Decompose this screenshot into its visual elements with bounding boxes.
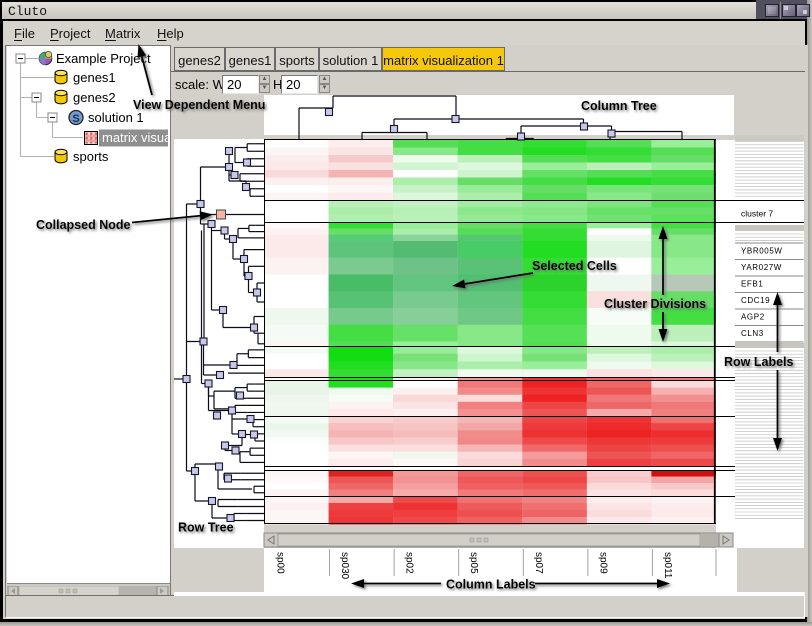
svg-text:AGP2: AGP2 bbox=[741, 313, 765, 322]
svg-text:CLN3: CLN3 bbox=[741, 329, 764, 338]
svg-text:Selected Cells: Selected Cells bbox=[532, 259, 617, 273]
svg-text:sp09: sp09 bbox=[597, 552, 608, 574]
svg-text:Example Project: Example Project bbox=[56, 51, 151, 66]
svg-text:sp011: sp011 bbox=[662, 552, 673, 579]
svg-text:sp00: sp00 bbox=[275, 552, 286, 574]
svg-text:sp02: sp02 bbox=[404, 552, 415, 574]
svg-text:View Dependent Menu: View Dependent Menu bbox=[133, 98, 265, 112]
svg-text:sp030: sp030 bbox=[339, 552, 350, 580]
svg-text:sp05: sp05 bbox=[468, 552, 479, 574]
svg-text:genes1: genes1 bbox=[73, 70, 116, 85]
svg-text:YAR027W: YAR027W bbox=[741, 263, 782, 272]
svg-text:S: S bbox=[72, 113, 79, 125]
svg-text:EFB1: EFB1 bbox=[741, 280, 763, 289]
svg-text:sp07: sp07 bbox=[533, 552, 544, 574]
svg-text:CDC19: CDC19 bbox=[741, 296, 770, 305]
svg-text:cluster 7: cluster 7 bbox=[741, 209, 773, 219]
svg-text:solution 1: solution 1 bbox=[88, 110, 144, 125]
svg-text:matrix visua: matrix visua bbox=[102, 130, 170, 145]
svg-text:Cluster Divisions: Cluster Divisions bbox=[604, 297, 706, 311]
svg-text:Column Tree: Column Tree bbox=[581, 99, 657, 113]
svg-text:Row Labels: Row Labels bbox=[724, 355, 794, 369]
svg-text:Row Tree: Row Tree bbox=[178, 521, 234, 535]
svg-text:genes2: genes2 bbox=[73, 90, 116, 105]
svg-text:sports: sports bbox=[73, 149, 109, 164]
svg-text:Collapsed Node: Collapsed Node bbox=[36, 218, 131, 232]
svg-text:YBR005W: YBR005W bbox=[741, 247, 783, 256]
svg-text:Column Labels: Column Labels bbox=[446, 578, 536, 592]
